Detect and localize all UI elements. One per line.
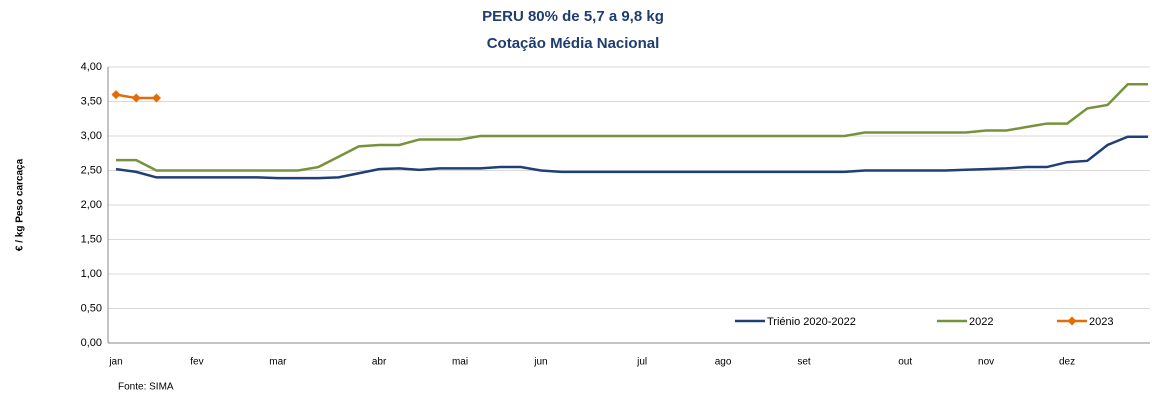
y-tick-label: 1,00 <box>81 268 102 280</box>
y-tick-label: 4,00 <box>81 61 102 73</box>
y-tick-label: 0,50 <box>81 302 102 314</box>
y-axis-label: € / kg Peso carcaça <box>15 158 26 251</box>
source: Fonte: SIMA <box>118 382 174 393</box>
chart-title: PERU 80% de 5,7 a 9,8 kg <box>482 8 664 25</box>
x-tick-label: jul <box>636 357 647 368</box>
x-tick-label: dez <box>1059 357 1075 368</box>
x-tick-label: mai <box>452 357 468 368</box>
point-marker <box>131 93 141 103</box>
x-tick-label: ago <box>715 357 732 368</box>
x-tick-label: nov <box>978 357 994 368</box>
y-tick-label: 2,50 <box>81 164 102 176</box>
y-tick-label: 1,50 <box>81 233 102 245</box>
legend-label: 2022 <box>969 316 993 328</box>
x-tick-label: fev <box>190 357 203 368</box>
series-line <box>115 135 1148 180</box>
point-marker <box>151 93 161 103</box>
x-tick-label: mar <box>269 357 287 368</box>
y-tick-label: 0,00 <box>81 337 102 349</box>
legend-label: 2023 <box>1089 316 1113 328</box>
y-tick-label: 3,00 <box>81 130 102 142</box>
legend-marker <box>1067 316 1077 326</box>
point-marker <box>111 90 121 100</box>
chart-subtitle: Cotação Média Nacional <box>487 35 660 52</box>
series-line <box>116 83 1148 172</box>
x-tick-label: jan <box>108 357 122 368</box>
x-tick-label: out <box>898 357 912 368</box>
x-tick-label: set <box>797 357 811 368</box>
y-tick-label: 3,50 <box>81 95 102 107</box>
x-tick-label: jun <box>533 357 547 368</box>
legend-label: Triénio 2020-2022 <box>767 316 856 328</box>
y-tick-label: 2,00 <box>81 199 102 211</box>
x-tick-label: abr <box>372 357 387 368</box>
